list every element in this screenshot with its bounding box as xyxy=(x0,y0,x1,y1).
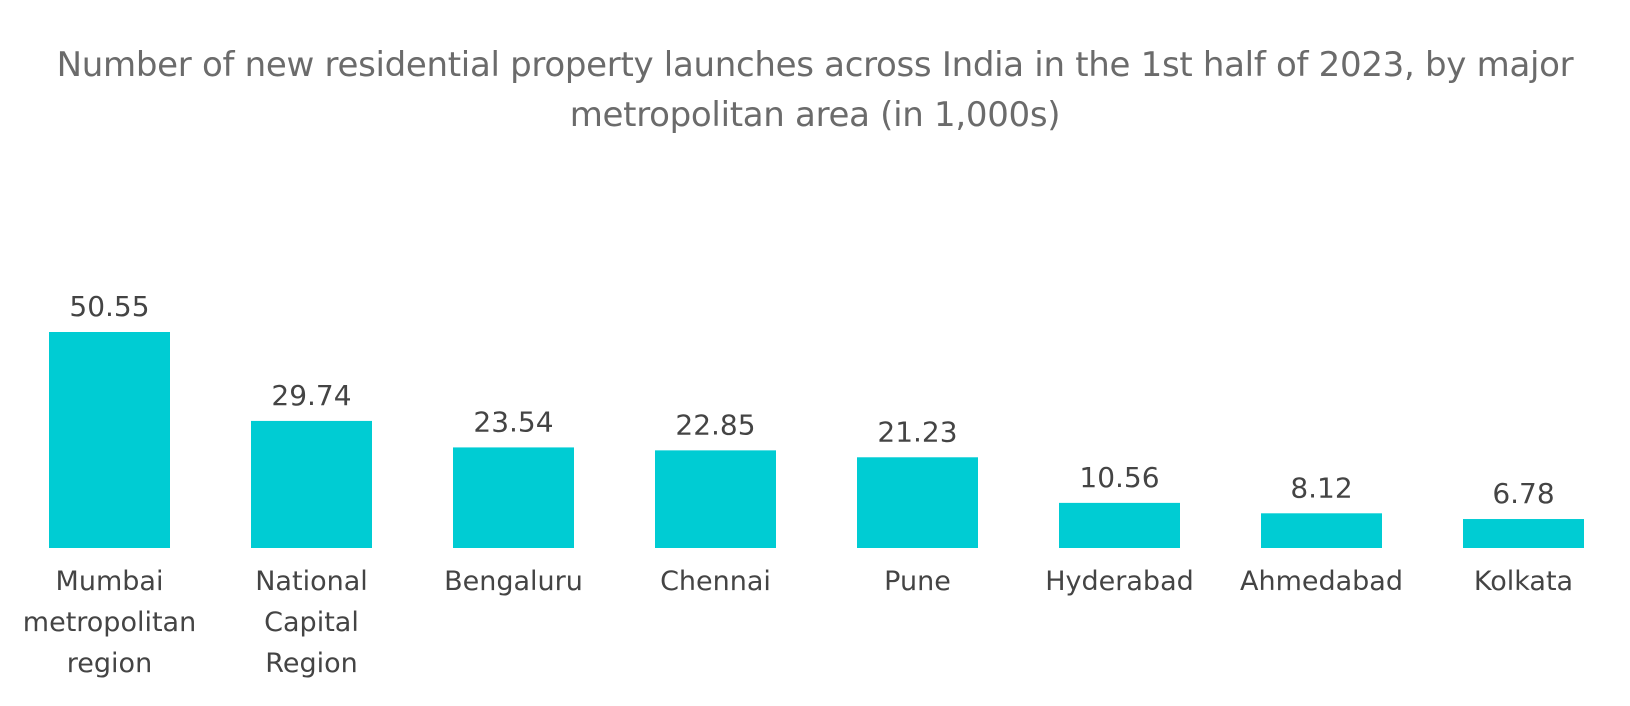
category-label-ahmedabad: Ahmedabad xyxy=(1240,566,1403,597)
data-label-ahmedabad: 8.12 xyxy=(1290,471,1352,504)
category-label-kolkata: Kolkata xyxy=(1474,566,1573,597)
data-label-mumbai-metropolitan-region: 50.55 xyxy=(69,290,149,323)
data-label-pune: 21.23 xyxy=(877,415,957,448)
bar-mumbai-metropolitan-region xyxy=(49,332,170,548)
bar-pune xyxy=(857,457,978,548)
bar-ahmedabad xyxy=(1261,513,1382,548)
category-label-national-capital-region: National Capital Region xyxy=(255,566,368,679)
category-label-pune: Pune xyxy=(884,566,951,597)
data-label-bengaluru: 23.54 xyxy=(473,405,553,438)
bar-national-capital-region xyxy=(251,420,372,548)
data-label-national-capital-region: 29.74 xyxy=(271,379,351,412)
category-label-chennai: Chennai xyxy=(660,566,771,597)
bar-hyderabad xyxy=(1059,502,1180,548)
category-label-hyderabad: Hyderabad xyxy=(1045,566,1194,597)
category-label-bengaluru: Bengaluru xyxy=(444,566,583,597)
bar-bengaluru xyxy=(453,447,574,548)
data-label-hyderabad: 10.56 xyxy=(1079,461,1159,494)
data-label-kolkata: 6.78 xyxy=(1492,477,1554,510)
bar-chennai xyxy=(655,450,776,548)
bar-kolkata xyxy=(1463,519,1584,548)
data-label-chennai: 22.85 xyxy=(675,408,755,441)
category-label-mumbai-metropolitan-region: Mumbai metropolitan region xyxy=(23,566,196,679)
chart-title: Number of new residential property launc… xyxy=(56,45,1574,135)
